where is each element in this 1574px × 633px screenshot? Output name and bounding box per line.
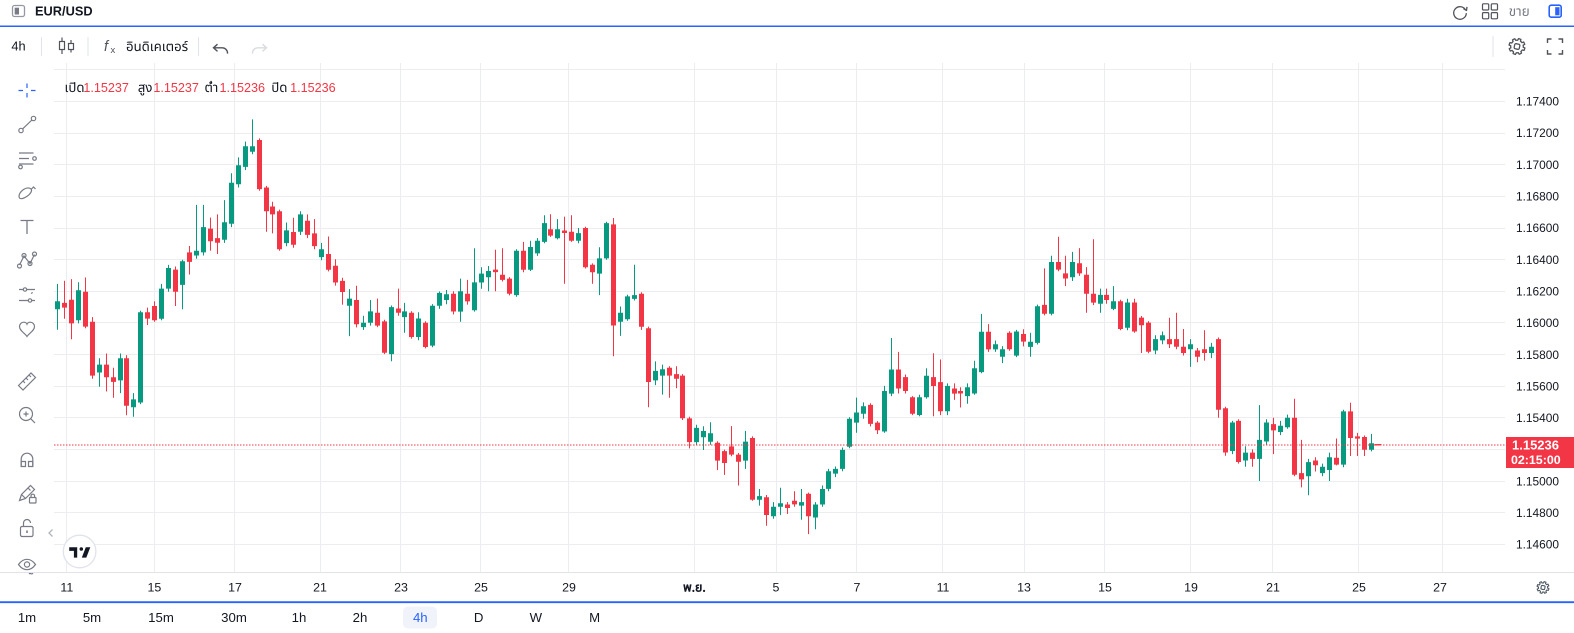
svg-text:27: 27 — [1433, 581, 1447, 595]
svg-text:5: 5 — [773, 581, 780, 595]
svg-text:15: 15 — [1098, 581, 1112, 595]
svg-text:15: 15 — [148, 581, 162, 595]
svg-text:4h: 4h — [11, 39, 25, 54]
svg-text:1.14800: 1.14800 — [1516, 506, 1559, 520]
svg-text:1.15236: 1.15236 — [290, 81, 336, 95]
svg-text:1.16800: 1.16800 — [1516, 190, 1559, 204]
svg-text:1.16400: 1.16400 — [1516, 253, 1559, 267]
svg-text:1.15236: 1.15236 — [220, 81, 266, 95]
svg-text:23: 23 — [394, 581, 408, 595]
svg-text:4h: 4h — [413, 610, 428, 625]
svg-text:1.16000: 1.16000 — [1516, 316, 1559, 330]
svg-text:29: 29 — [562, 581, 576, 595]
svg-text:13: 13 — [1017, 581, 1031, 595]
svg-text:11: 11 — [937, 581, 950, 595]
svg-text:1.14600: 1.14600 — [1516, 538, 1559, 552]
svg-text:19: 19 — [1184, 581, 1198, 595]
svg-text:D: D — [474, 610, 484, 625]
svg-text:11: 11 — [60, 581, 73, 595]
svg-text:5m: 5m — [83, 610, 101, 625]
svg-text:1.17400: 1.17400 — [1516, 95, 1559, 109]
svg-text:25: 25 — [474, 581, 488, 595]
svg-text:1.15236: 1.15236 — [1512, 438, 1559, 453]
svg-text:1h: 1h — [292, 610, 307, 625]
svg-text:x: x — [111, 45, 116, 56]
svg-text:1.15600: 1.15600 — [1516, 379, 1559, 393]
svg-text:M: M — [589, 610, 600, 625]
svg-text:1m: 1m — [18, 610, 36, 625]
svg-text:2h: 2h — [353, 610, 368, 625]
svg-text:1.16200: 1.16200 — [1516, 285, 1559, 299]
svg-text:1.17000: 1.17000 — [1516, 158, 1559, 172]
svg-text:1.15237: 1.15237 — [83, 81, 129, 95]
svg-text:17: 17 — [228, 581, 242, 595]
svg-text:15m: 15m — [148, 610, 174, 625]
svg-text:25: 25 — [1352, 581, 1366, 595]
svg-text:1.15400: 1.15400 — [1516, 411, 1559, 425]
svg-text:1.15000: 1.15000 — [1516, 474, 1559, 488]
svg-text:1.17200: 1.17200 — [1516, 126, 1559, 140]
svg-text:02:15:00: 02:15:00 — [1511, 453, 1561, 467]
svg-text:1.15237: 1.15237 — [153, 81, 199, 95]
svg-text:1.16600: 1.16600 — [1516, 221, 1559, 235]
svg-text:f: f — [104, 39, 110, 55]
svg-text:1.15800: 1.15800 — [1516, 348, 1559, 362]
svg-text:30m: 30m — [221, 610, 247, 625]
svg-text:W: W — [530, 610, 543, 625]
svg-text:21: 21 — [1266, 581, 1280, 595]
svg-text:21: 21 — [313, 581, 327, 595]
svg-text:EUR/USD: EUR/USD — [35, 4, 93, 19]
svg-text:7: 7 — [854, 581, 861, 595]
